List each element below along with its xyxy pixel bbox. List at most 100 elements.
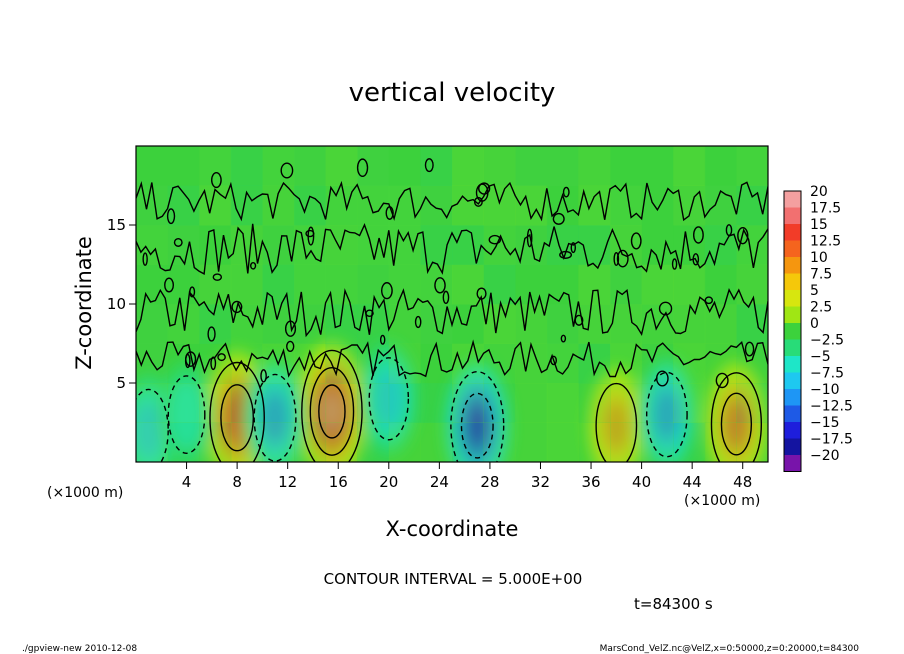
field-cell <box>546 146 579 186</box>
small-contour-loop <box>574 314 584 326</box>
x-tick-label: 28 <box>480 473 499 491</box>
field-cell <box>136 146 169 186</box>
field-cell <box>515 343 548 384</box>
colorbar-segment <box>784 356 801 373</box>
small-contour-loop <box>630 232 642 250</box>
field-cell <box>452 383 485 423</box>
x-tick-label: 4 <box>182 473 192 491</box>
field-cell <box>610 422 643 462</box>
small-contour-loop <box>379 334 386 345</box>
contour-line <box>645 371 688 458</box>
small-contour-loop <box>475 183 489 202</box>
colorbar-label: 7.5 <box>810 267 832 283</box>
colorbar-segment <box>784 372 801 389</box>
field-cell <box>136 264 169 305</box>
y-tick-label: 15 <box>107 216 126 234</box>
field-cell <box>578 422 611 462</box>
velocity-feature-6 <box>262 393 288 442</box>
velocity-feature-0 <box>226 397 249 439</box>
y-tick-label: 10 <box>107 295 126 313</box>
time-label: t=84300 s <box>634 595 713 613</box>
small-contour-loop <box>381 282 393 300</box>
field-cell <box>230 146 263 186</box>
zero-contour <box>136 180 768 222</box>
field-cell <box>704 383 737 423</box>
colorbar-label: −7.5 <box>810 366 844 382</box>
field-cell <box>136 304 169 344</box>
small-contour-loop <box>164 277 175 293</box>
small-contour-loop <box>184 353 191 369</box>
small-contour-loop <box>704 296 714 305</box>
x-tick-label: 8 <box>232 473 242 491</box>
contour-line <box>309 367 355 456</box>
field-cell <box>736 383 768 423</box>
x-unit-left: (×1000 m) <box>47 485 123 501</box>
field-cell <box>704 146 737 186</box>
field-cell <box>641 185 674 226</box>
field-cell <box>325 264 358 305</box>
small-contour-loop <box>655 370 669 387</box>
small-contour-loop <box>286 340 295 353</box>
colorbar-label: −2.5 <box>810 333 844 349</box>
field-cell <box>294 264 327 305</box>
colorbar-segment <box>784 422 801 439</box>
colorbar-segment <box>784 339 801 356</box>
contour-line <box>318 384 346 439</box>
small-contour-loop <box>250 261 257 270</box>
small-contour-loop <box>424 158 434 173</box>
colorbar-label: 17.5 <box>810 201 841 217</box>
small-contour-loop <box>692 226 704 244</box>
colorbar-segment <box>784 455 801 472</box>
field-cell <box>420 264 453 305</box>
field-cell <box>136 422 169 462</box>
field-cell <box>294 343 327 384</box>
zero-contour <box>136 223 768 275</box>
small-contour-loop <box>142 252 148 266</box>
colorbar-label: −12.5 <box>810 399 853 415</box>
velocity-feature-9 <box>654 391 680 439</box>
x-tick-label: 24 <box>430 473 449 491</box>
colorbar-label: 2.5 <box>810 300 832 316</box>
field-cell <box>230 383 263 423</box>
field-cell <box>230 422 263 462</box>
velocity-feature-2 <box>603 402 629 450</box>
field-cell <box>420 185 453 226</box>
field-cell <box>452 343 485 384</box>
field-cell <box>136 185 169 226</box>
field-cell <box>704 264 737 305</box>
small-contour-loop <box>231 300 243 314</box>
field-cell <box>294 146 327 186</box>
contour-line <box>368 357 410 441</box>
footer-right: MarsCond_VelZ.nc@VelZ,x=0:50000,z=0:2000… <box>600 644 860 654</box>
field-cell <box>736 422 768 462</box>
colorbar-segment <box>784 389 801 406</box>
x-tick-label: 48 <box>733 473 752 491</box>
colorbar-segment <box>784 240 801 257</box>
field-cell <box>388 146 421 186</box>
field-cell <box>673 422 706 462</box>
field-cell <box>515 146 548 186</box>
field-cell <box>578 304 611 344</box>
small-contour-loop <box>725 224 733 237</box>
field-cell <box>515 304 548 344</box>
field-cell <box>736 304 768 344</box>
field-cell <box>546 383 579 423</box>
colorbar-label: 12.5 <box>810 234 841 250</box>
x-tick-label: 44 <box>683 473 702 491</box>
field-cell <box>357 422 390 462</box>
field-cell <box>704 422 737 462</box>
small-contour-loop <box>616 249 629 268</box>
colorbar-segment <box>784 273 801 290</box>
field-cell <box>483 146 516 186</box>
small-contour-loop <box>207 326 216 342</box>
small-contour-loop <box>189 286 196 298</box>
small-contour-loop <box>166 208 176 225</box>
small-contour-loop <box>552 212 565 225</box>
field-cell <box>515 185 548 226</box>
field-cell <box>325 146 358 186</box>
velocity-feature-7 <box>374 370 404 427</box>
velocity-feature-8 <box>466 405 489 446</box>
colorbar-label: 15 <box>810 217 828 233</box>
small-contour-loop <box>473 196 483 207</box>
field-cell <box>641 146 674 186</box>
